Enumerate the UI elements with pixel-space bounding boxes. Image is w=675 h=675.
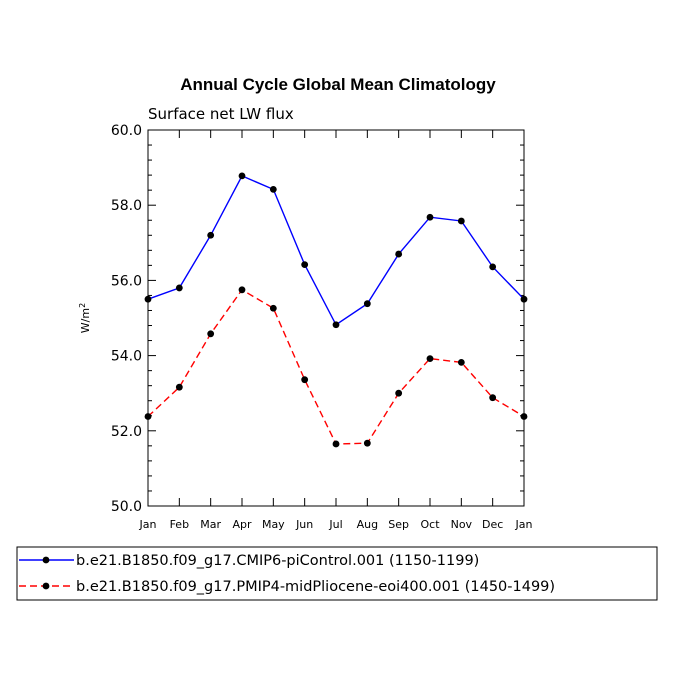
y-tick-label: 52.0 [111, 424, 142, 440]
legend-marker-1 [42, 556, 50, 564]
x-tick-label: Jan [139, 518, 157, 531]
x-tick-label: Aug [357, 518, 378, 531]
series-2-point [457, 358, 465, 366]
series-1-point [301, 261, 309, 269]
y-tick-label: 58.0 [111, 198, 142, 214]
legend-marker-2 [42, 582, 50, 590]
series-2-point [144, 413, 152, 420]
series-1-point [457, 217, 465, 225]
series-layer [144, 172, 528, 448]
x-tick-label: Apr [232, 518, 252, 531]
legend: b.e21.B1850.f09_g17.CMIP6-piControl.001 … [19, 553, 555, 595]
y-tick-label: 50.0 [111, 499, 142, 515]
x-tick-label: May [262, 518, 285, 531]
x-tick-label: Oct [420, 518, 440, 531]
series-2-point [238, 286, 246, 294]
y-tick-label: 60.0 [111, 123, 142, 139]
x-tick-label: Nov [451, 518, 473, 531]
series-2-point [332, 440, 340, 448]
x-tick-label: Sep [388, 518, 409, 531]
legend-box [16, 546, 658, 601]
y-axis-ticks: 50.0 52.0 54.0 56.0 58.0 60.0 [111, 123, 524, 515]
series-1-point [207, 231, 215, 239]
y-tick-label: 56.0 [111, 273, 142, 289]
x-tick-label: Jan [515, 518, 533, 531]
series-2-point [175, 383, 183, 391]
series-1-point [363, 300, 371, 308]
series-1-point [269, 186, 277, 193]
y-axis-label: W/m2 [78, 303, 92, 333]
series-2-point [269, 304, 277, 312]
x-axis-ticks: Jan Feb Mar Apr May Jun Jul Aug Sep Oct Nov Dec Jan [139, 130, 533, 531]
series-1-point [144, 295, 152, 303]
x-tick-label: Jun [295, 518, 313, 531]
x-tick-label: Dec [482, 518, 503, 531]
chart-title: Annual Cycle Global Mean Climatology [180, 75, 496, 94]
series-2-point [489, 394, 497, 402]
series-2-point [363, 439, 371, 447]
series-1-point [175, 284, 183, 292]
series-1-point [489, 263, 497, 271]
series-1-point [395, 250, 403, 258]
series-2-point [520, 413, 528, 420]
series-line-2 [147, 288, 525, 445]
series-1-point [520, 295, 528, 303]
series-1-point [426, 213, 434, 221]
series-2-point [426, 355, 434, 363]
plot-frame [147, 129, 525, 507]
series-1-point [332, 321, 340, 329]
y-tick-label: 54.0 [111, 349, 142, 365]
series-2-point [301, 376, 309, 384]
x-tick-label: Jul [328, 518, 342, 531]
legend-label-1: b.e21.B1850.f09_g17.CMIP6-piControl.001 … [76, 553, 479, 569]
series-1-point [238, 172, 246, 180]
series-2-point [207, 330, 215, 338]
chart-subtitle: Surface net LW flux [148, 105, 294, 123]
x-tick-label: Feb [170, 518, 189, 531]
series-2-point [395, 389, 403, 397]
x-tick-label: Mar [200, 518, 221, 531]
legend-label-2: b.e21.B1850.f09_g17.PMIP4-midPliocene-eo… [76, 579, 555, 595]
series-line-1 [147, 174, 525, 326]
